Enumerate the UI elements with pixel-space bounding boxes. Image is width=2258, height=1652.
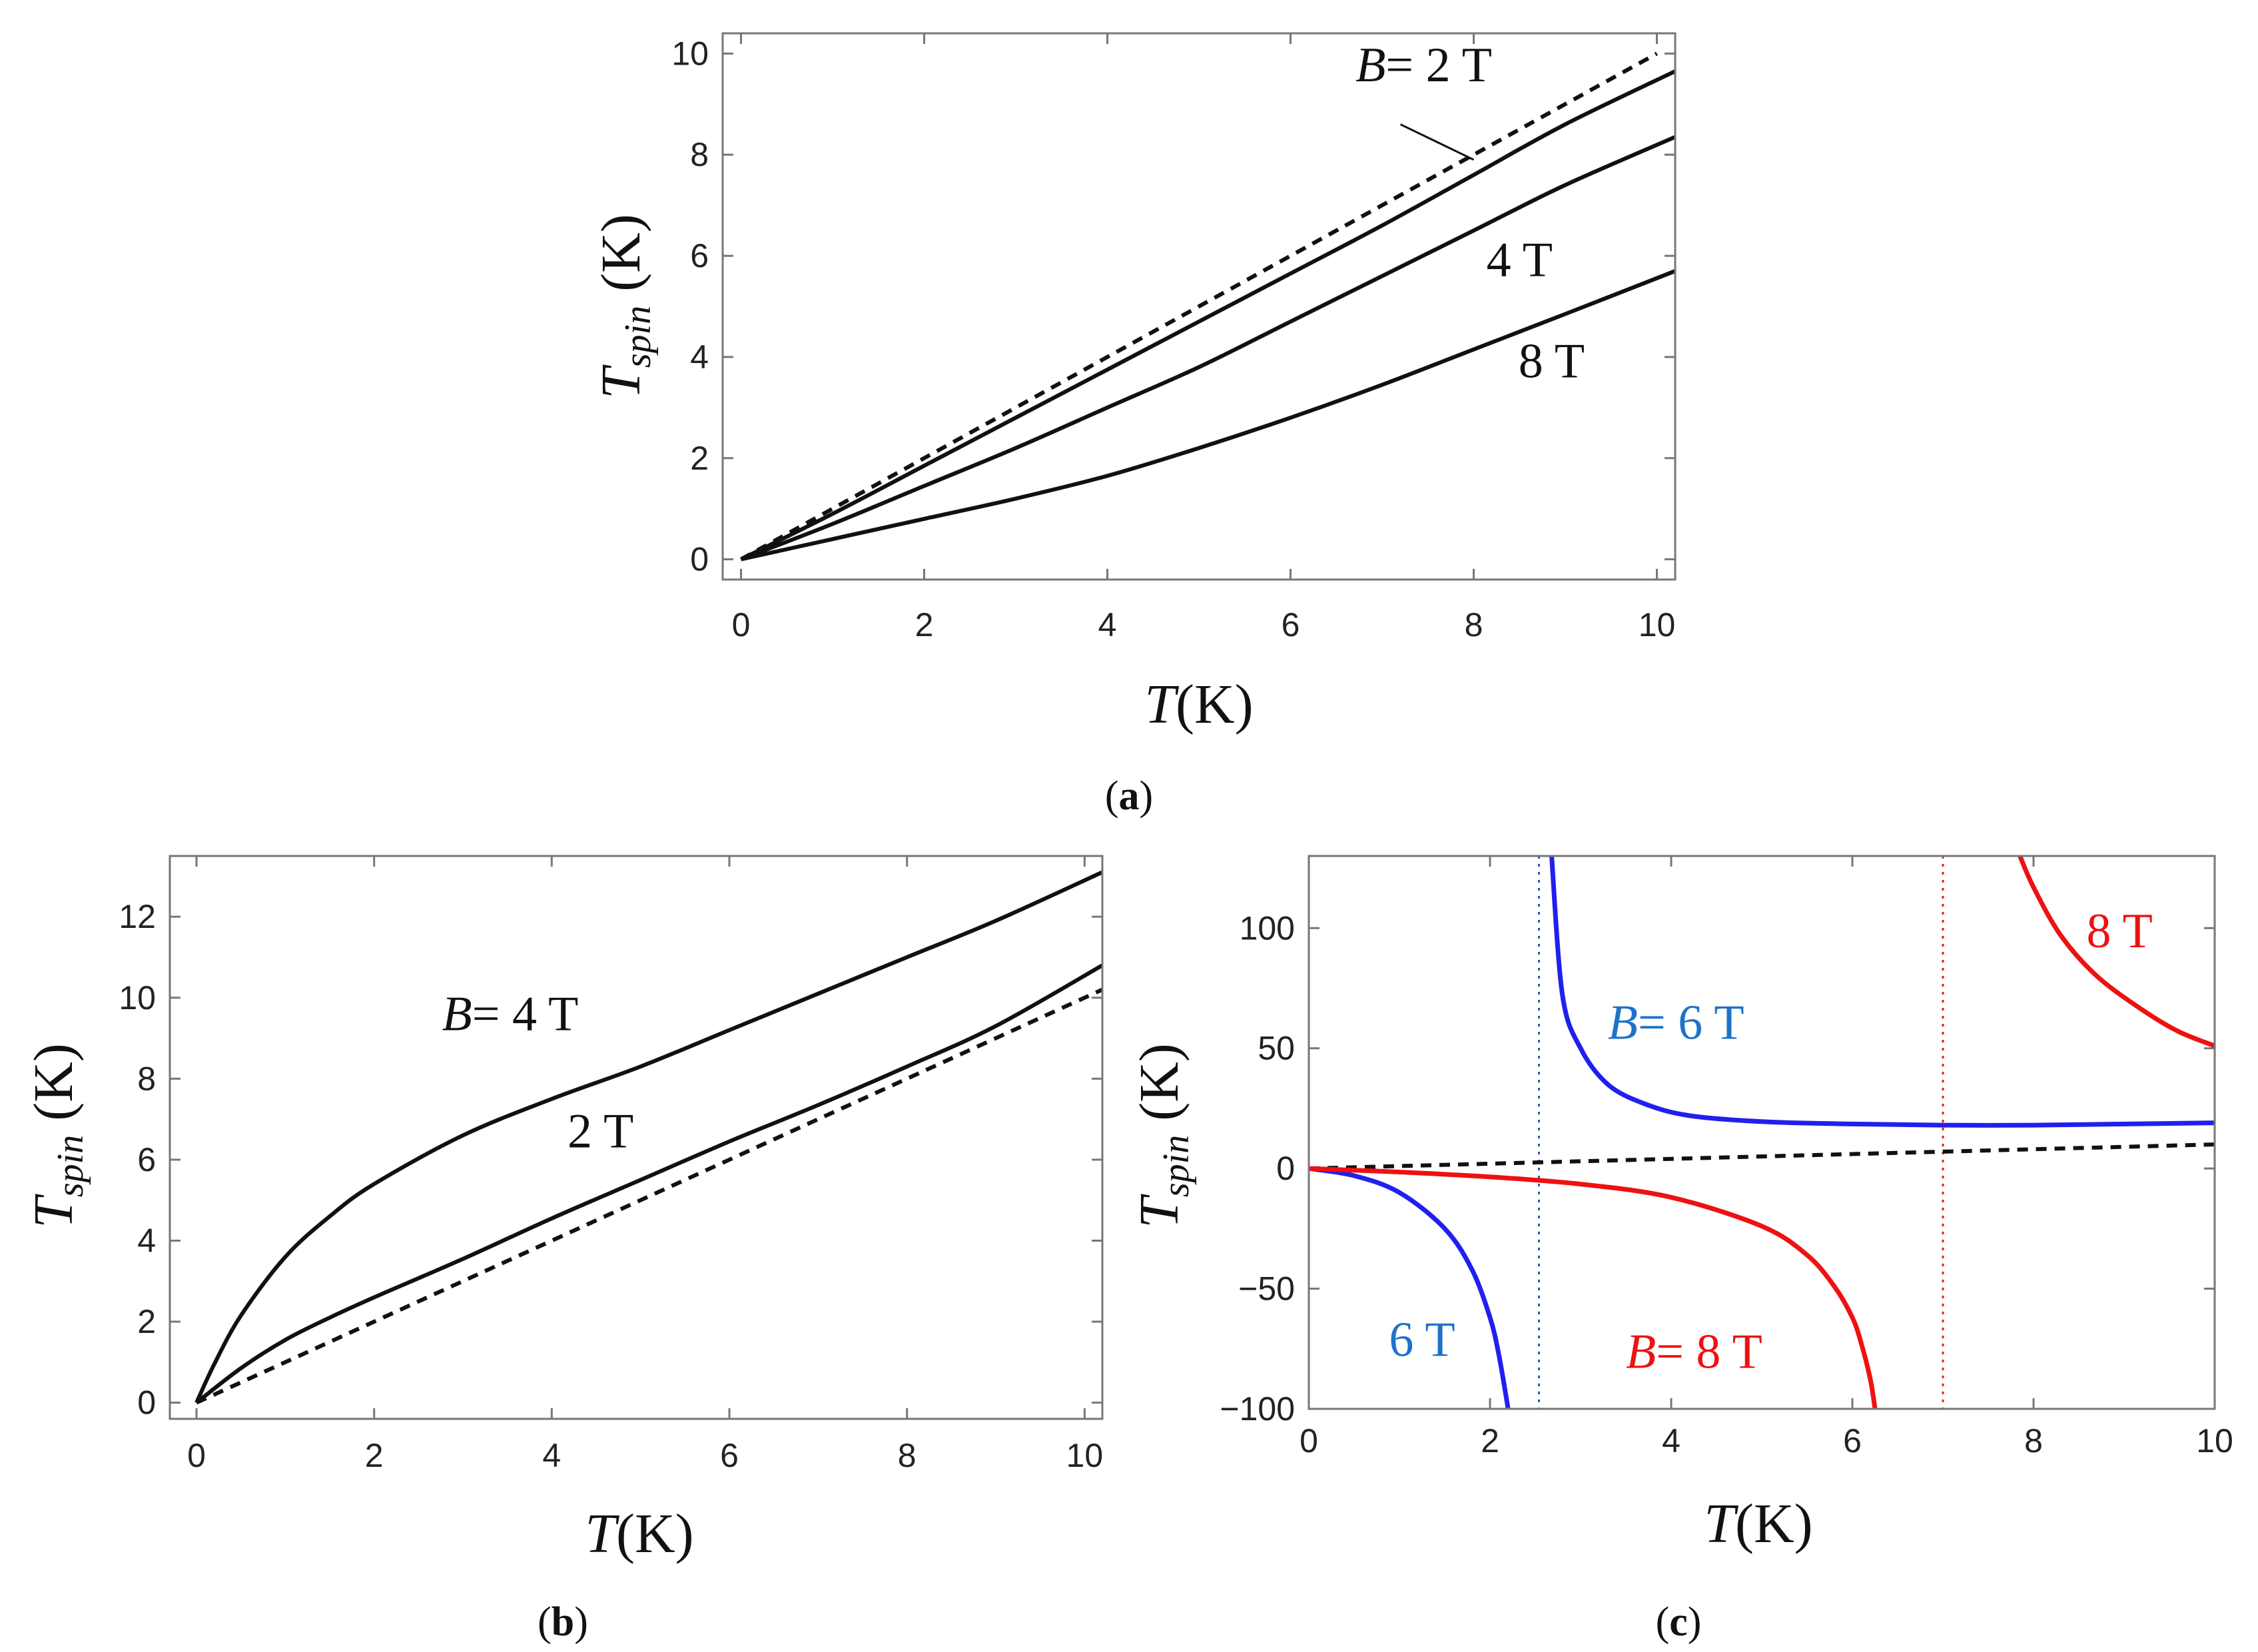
panel-a-annotation-2-text: 8 T [1519, 334, 1585, 388]
panel-b-y-tick-label: 12 [119, 898, 156, 935]
panel-a-series [740, 51, 1675, 562]
panel-a-y-tick-label: 2 [690, 440, 709, 477]
panel-c-x-tick-label: 6 [1843, 1422, 1862, 1459]
panel-c-series-2 [1549, 856, 2215, 1128]
panel-a-x-tick-label: 6 [1282, 606, 1300, 643]
panel-b-annotations: B= 4 T 2 T [442, 987, 634, 1158]
panel-a-x-tick-label: 8 [1465, 606, 1483, 643]
panel-c-annotations: B= 6 T6 T B= 8 T8 T [1389, 904, 2153, 1380]
panel-c-annotation-0: B= 6 T [1608, 995, 1744, 1050]
panel-a-annotation-0-symbol: B [1355, 38, 1385, 93]
panel-c-annotation-1: 6 T [1389, 1313, 1455, 1368]
panel-b-series [194, 870, 1102, 1405]
panel-c-y-tick-label: 50 [1258, 1030, 1295, 1067]
panel-c-annotation-0-symbol: B [1608, 995, 1638, 1050]
panel-c-annotation-0-text: = 6 T [1638, 995, 1744, 1050]
panel-c-x-tick-label: 2 [1481, 1422, 1499, 1459]
panel-b-x-tick-label: 6 [720, 1437, 739, 1474]
panel-b-x-tick-label: 0 [187, 1437, 206, 1474]
panel-a-annotation-0: B= 2 T [1355, 38, 1492, 93]
panel-b-y-tick-label: 2 [137, 1303, 156, 1340]
panel-b-x-tick-label: 2 [365, 1437, 384, 1474]
panel-a-x-tick-label: 0 [732, 606, 751, 643]
panel-b-caption: (b) [538, 1599, 588, 1645]
panel-a-annotation-0-text: = 2 T [1385, 38, 1492, 93]
panel-a-series-1 [740, 69, 1675, 562]
panel-b-x-tick-label: 8 [898, 1437, 917, 1474]
panel-b-y-tick-label: 0 [137, 1384, 156, 1422]
panel-c-caption: (c) [1656, 1599, 1702, 1645]
panel-b-ticks: 0 2 4 6 8 10 0 2 4 6 8 10 12 [119, 856, 1103, 1474]
panel-c-series-1 [1309, 1166, 1511, 1409]
panel-a-annotations: B= 2 T 4 T 8 T [1355, 38, 1585, 388]
panel-c-annotation-2: B= 8 T [1626, 1325, 1762, 1380]
panel-c-y-tick-label: −50 [1238, 1270, 1295, 1308]
panel-c-x-tick-label: 4 [1662, 1422, 1681, 1459]
panel-a-series-2 [740, 135, 1675, 562]
panel-a-leader-line-0 [1399, 123, 1475, 161]
panel-c-y-tick-label: 100 [1240, 909, 1295, 947]
panel-a-y-tick-label: 4 [690, 338, 709, 376]
panel-a-ticks: 0 2 4 6 8 10 0 2 4 6 8 10 [671, 33, 1675, 643]
panel-a-y-axis-title: Tspin (K) [590, 214, 659, 399]
panel-c-y-tick-label: −100 [1220, 1390, 1295, 1428]
panel-a-leader-lines [1399, 123, 1475, 161]
panel-c-x-axis-title: T(K) [1704, 1493, 1812, 1555]
panel-b-x-tick-label: 4 [542, 1437, 561, 1474]
panel-b-annotation-1-text: 2 T [567, 1104, 633, 1159]
panel-c-annotation-1-text: 6 T [1389, 1313, 1455, 1368]
panel-b-x-axis-title: T(K) [585, 1503, 693, 1565]
panel-a-x-axis-title: T(K) [1144, 673, 1253, 735]
panel-c-series [1309, 856, 2215, 1409]
panel-b-plot-frame [169, 855, 1104, 1420]
panel-b-series-2 [194, 870, 1102, 1404]
panel-a-annotation-1: 4 T [1487, 232, 1553, 287]
panel-c-y-axis-title: Tspin (K) [1128, 1043, 1197, 1228]
panel-b-annotation-0-text: = 4 T [472, 987, 579, 1041]
panel-b-annotation-0: B= 4 T [442, 987, 579, 1041]
panel-c-x-tick-label: 8 [2024, 1422, 2043, 1459]
panel-c-series-3 [1309, 1166, 1878, 1409]
panel-a-y-tick-label: 8 [690, 136, 709, 173]
panel-c-annotation-3-text: 8 T [2087, 904, 2153, 959]
panel-b-series-1 [195, 963, 1102, 1405]
panel-c-plot-frame [1308, 855, 2216, 1410]
panel-c-series-4 [2018, 856, 2215, 1048]
panel-b-x-tick-label: 10 [1066, 1437, 1104, 1474]
panel-a-caption: (a) [1105, 773, 1153, 819]
panel-b: 0 2 4 6 8 10 0 2 4 6 8 10 12 B= 4 T 2 T T(K) Tspin (K… [23, 855, 1104, 1645]
panel-c-x-tick-label: 0 [1300, 1422, 1318, 1459]
panel-a-series-3 [740, 269, 1675, 562]
panel-a: 0 2 4 6 8 10 0 2 4 6 8 10 B= 2 T 4 T 8 T T(K) Tspin (… [590, 32, 1677, 819]
panel-a-x-tick-label: 4 [1098, 606, 1117, 643]
panel-c-x-tick-label: 10 [2196, 1422, 2233, 1459]
panel-c-y-tick-label: 0 [1276, 1150, 1295, 1187]
panel-b-y-tick-label: 8 [137, 1060, 156, 1097]
panel-a-x-tick-label: 2 [915, 606, 934, 643]
panel-b-y-tick-label: 10 [119, 979, 156, 1017]
panel-a-y-tick-label: 10 [671, 35, 709, 72]
panel-a-plot-frame [721, 32, 1677, 581]
panel-a-series-0 [740, 51, 1658, 562]
panel-a-annotation-1-text: 4 T [1487, 232, 1553, 287]
panel-c-annotation-3: 8 T [2087, 904, 2153, 959]
panel-b-annotation-1: 2 T [567, 1104, 633, 1159]
panel-a-x-tick-label: 10 [1639, 606, 1676, 643]
panel-b-y-tick-label: 4 [137, 1222, 156, 1260]
panel-b-y-axis-title: Tspin (K) [23, 1043, 91, 1228]
panel-c-annotation-2-text: = 8 T [1656, 1325, 1762, 1380]
panel-a-annotation-2: 8 T [1519, 334, 1585, 388]
panel-b-y-tick-label: 6 [137, 1141, 156, 1178]
panel-b-series-0 [195, 987, 1102, 1405]
panel-c-annotation-2-symbol: B [1626, 1325, 1656, 1380]
panel-b-annotation-0-symbol: B [442, 987, 472, 1041]
panel-c-series-0 [1309, 1142, 2215, 1171]
panel-a-y-tick-label: 0 [690, 541, 709, 578]
panel-a-y-tick-label: 6 [690, 237, 709, 274]
